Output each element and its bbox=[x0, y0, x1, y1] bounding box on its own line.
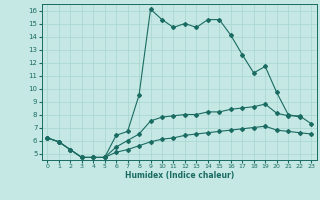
X-axis label: Humidex (Indice chaleur): Humidex (Indice chaleur) bbox=[124, 171, 234, 180]
